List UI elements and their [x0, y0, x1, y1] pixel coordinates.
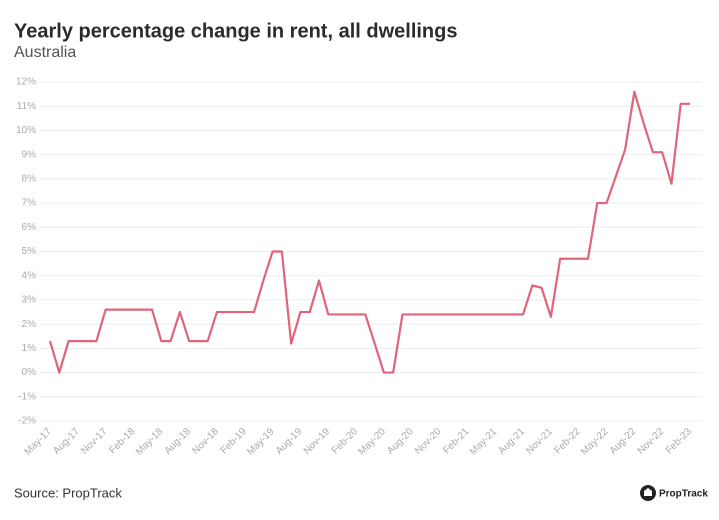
x-tick-label: Aug-21 — [496, 426, 527, 457]
x-tick-label: Feb-23 — [664, 426, 694, 456]
y-tick-label: 6% — [22, 222, 37, 233]
x-tick-label: May-17 — [23, 426, 55, 458]
y-tick-label: 4% — [22, 270, 37, 281]
y-tick-label: 5% — [22, 246, 37, 257]
x-tick-label: May-19 — [245, 426, 277, 458]
y-tick-label: -1% — [18, 391, 36, 402]
x-tick-label: Nov-18 — [190, 426, 221, 457]
x-tick-label: Feb-18 — [107, 426, 137, 456]
x-tick-label: Nov-22 — [636, 426, 667, 457]
y-tick-label: -2% — [18, 416, 36, 427]
x-tick-label: Aug-18 — [163, 426, 194, 457]
x-tick-label: Feb-20 — [330, 426, 360, 456]
data-line — [48, 90, 690, 374]
y-tick-label: 12% — [16, 77, 36, 88]
chart-title: Yearly percentage change in rent, all dw… — [14, 20, 458, 42]
x-tick-label: May-20 — [357, 426, 389, 458]
x-tick-label: May-21 — [468, 426, 500, 458]
logo-house — [644, 488, 652, 496]
brand-name: PropTrack — [659, 489, 708, 500]
brand-logo: PropTrack — [640, 485, 708, 501]
source: Source: PropTrack — [14, 485, 122, 500]
y-tick-label: 7% — [22, 198, 37, 209]
x-tick-label: Feb-19 — [219, 426, 249, 456]
y-tick-label: 10% — [16, 125, 36, 136]
y-tick-label: 1% — [22, 343, 37, 354]
x-tick-label: Aug-22 — [608, 426, 639, 457]
x-tick-label: Aug-19 — [274, 426, 305, 457]
x-tick-label: Nov-17 — [79, 426, 110, 457]
y-tick-label: 2% — [22, 319, 37, 330]
x-tick-label: Aug-20 — [385, 426, 416, 457]
y-tick-label: 3% — [22, 295, 37, 306]
x-tick-label: Nov-20 — [413, 426, 444, 457]
chart-subtitle: Australia — [14, 44, 76, 61]
x-tick-label: Aug-17 — [51, 426, 82, 457]
x-tick-label: May-18 — [134, 426, 166, 458]
x-tick-label: Feb-22 — [552, 426, 582, 456]
x-tick-label: Nov-19 — [302, 426, 333, 457]
x-tick-label: Feb-21 — [441, 426, 471, 456]
y-tick-label: 8% — [22, 173, 37, 184]
y-tick-label: 11% — [17, 101, 36, 112]
x-tick-label: Nov-21 — [524, 426, 555, 457]
y-tick-label: 0% — [22, 367, 37, 378]
x-tick-label: May-22 — [579, 426, 611, 458]
y-tick-label: 9% — [22, 149, 37, 160]
